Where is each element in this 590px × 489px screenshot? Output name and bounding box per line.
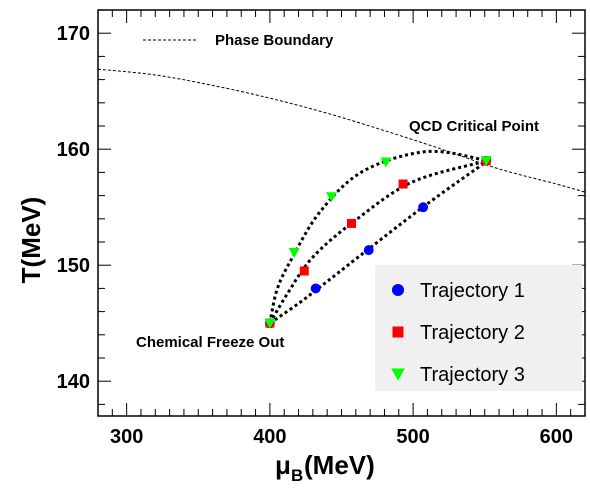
data-point-trajectory-2	[299, 266, 309, 276]
legend-marker-3	[391, 368, 405, 381]
data-point-trajectory-2	[347, 218, 357, 228]
trajectory-curve-1	[269, 159, 489, 325]
legend-label-3: Trajectory 3	[420, 364, 525, 386]
critical-point-label: QCD Critical Point	[409, 118, 539, 135]
trajectory-curves	[98, 68, 585, 325]
trajectory-curve-2	[268, 159, 489, 324]
data-point-trajectory-3	[380, 157, 392, 168]
x-tick-label: 400	[253, 426, 286, 448]
svg-text:(MeV): (MeV)	[304, 450, 375, 480]
data-point-trajectory-1	[310, 283, 321, 294]
tick-labels: 300 400 500 600 140 150 160 170	[57, 23, 573, 448]
phase-boundary-line	[98, 68, 585, 193]
x-tick-label: 600	[540, 426, 573, 448]
data-point-trajectory-1	[363, 245, 374, 256]
data-point-trajectory-3	[288, 247, 300, 258]
data-point-trajectory-3	[325, 192, 338, 203]
data-markers	[264, 155, 492, 329]
data-point-trajectory-2	[398, 179, 408, 189]
x-axis-title: μ B (MeV)	[275, 450, 375, 485]
legend-label-1: Trajectory 1	[420, 280, 525, 302]
x-tick-label: 300	[110, 426, 143, 448]
y-axis-title: T(MeV)	[16, 197, 46, 284]
svg-text:μ: μ	[275, 450, 291, 480]
y-tick-label: 160	[57, 139, 90, 161]
y-tick-label: 140	[57, 371, 90, 393]
svg-text:B: B	[291, 466, 303, 485]
data-point-trajectory-3	[480, 156, 492, 167]
legend-marker-1	[391, 283, 405, 297]
legend-marker-2	[392, 326, 404, 338]
legend-background	[375, 265, 582, 391]
legend-label-2: Trajectory 2	[420, 322, 525, 344]
freeze-out-label: Chemical Freeze Out	[136, 334, 284, 351]
phase-boundary-legend: Phase Boundary	[143, 32, 334, 49]
data-point-trajectory-1	[418, 202, 429, 213]
axis-ticks	[97, 9, 586, 416]
x-tick-label: 500	[396, 426, 429, 448]
phase-boundary-legend-label: Phase Boundary	[215, 32, 334, 49]
data-point-trajectory-3	[264, 318, 276, 329]
series-legend: Trajectory 1 Trajectory 2 Trajectory 3	[375, 265, 582, 391]
y-tick-label: 150	[57, 255, 90, 277]
y-tick-label: 170	[57, 23, 90, 45]
